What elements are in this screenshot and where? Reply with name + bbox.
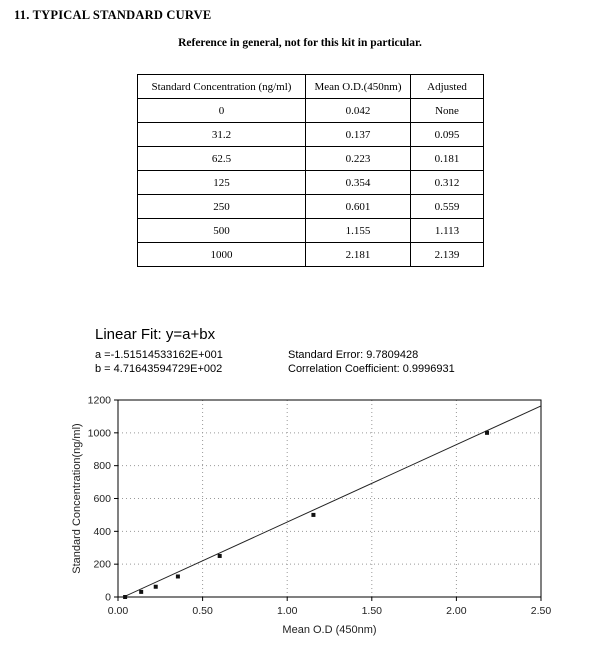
x-tick-label: 0.50 bbox=[192, 605, 213, 617]
data-point bbox=[123, 595, 128, 599]
data-point bbox=[175, 574, 180, 579]
data-point bbox=[311, 512, 316, 517]
column-header-od: Mean O.D.(450nm) bbox=[305, 74, 411, 99]
table-row: 0 0.042 None bbox=[137, 98, 484, 123]
table-cell: 0.601 bbox=[305, 194, 411, 219]
fit-line bbox=[123, 405, 542, 598]
y-tick-label: 1200 bbox=[88, 395, 112, 407]
plot-border bbox=[117, 399, 542, 598]
table-cell: 0.181 bbox=[410, 146, 484, 171]
x-tick-label: 1.00 bbox=[277, 605, 298, 617]
data-point bbox=[485, 430, 490, 435]
table-cell: 2.181 bbox=[305, 242, 411, 267]
y-tick-label: 800 bbox=[93, 460, 111, 472]
fit-a-value: a =-1.51514533162E+001 bbox=[95, 349, 223, 361]
table-cell: 1.113 bbox=[410, 218, 484, 243]
y-axis-label: Standard Concentration(ng/ml) bbox=[71, 423, 83, 573]
table-row: 250 0.601 0.559 bbox=[137, 194, 484, 219]
linear-fit-block: Linear Fit: y=a+bx a =-1.51514533162E+00… bbox=[95, 326, 455, 375]
section-title: 11. TYPICAL STANDARD CURVE bbox=[14, 8, 212, 22]
y-tick-label: 200 bbox=[93, 559, 111, 571]
table-cell: 0.312 bbox=[410, 170, 484, 195]
y-tick-label: 0 bbox=[105, 592, 111, 604]
table-header-row: Standard Concentration (ng/ml) Mean O.D.… bbox=[137, 74, 484, 99]
table-cell: 125 bbox=[137, 170, 306, 195]
table-cell: 0 bbox=[137, 98, 306, 123]
data-point bbox=[139, 589, 144, 594]
table-cell: 0.042 bbox=[305, 98, 411, 123]
y-tick-label: 1000 bbox=[88, 427, 112, 439]
reference-note: Reference in general, not for this kit i… bbox=[178, 37, 422, 49]
y-tick-label: 600 bbox=[93, 493, 111, 505]
table-cell: 0.095 bbox=[410, 122, 484, 147]
fit-parameters: a =-1.51514533162E+001 Standard Error: 9… bbox=[95, 349, 455, 375]
table-row: 125 0.354 0.312 bbox=[137, 170, 484, 195]
x-tick-label: 2.00 bbox=[446, 605, 467, 617]
standard-curve-chart: 0.00 0.50 1.00 1.50 2.00 2.50 0 200 400 600 800 100… bbox=[71, 395, 552, 637]
fit-b-value: b = 4.71643594729E+002 bbox=[95, 363, 223, 375]
column-header-adjusted: Adjusted bbox=[410, 74, 484, 99]
data-point bbox=[217, 553, 222, 558]
table-row: 1000 2.181 2.139 bbox=[137, 242, 484, 267]
table-cell: 0.223 bbox=[305, 146, 411, 171]
y-tick-label: 400 bbox=[93, 526, 111, 538]
standard-error-value: Standard Error: 9.7809428 bbox=[288, 349, 419, 361]
table-cell: 0.354 bbox=[305, 170, 411, 195]
table-cell: 500 bbox=[137, 218, 306, 243]
table-cell: 62.5 bbox=[137, 146, 306, 171]
linear-fit-title: Linear Fit: y=a+bx bbox=[95, 326, 216, 343]
table-cell: 2.139 bbox=[410, 242, 484, 267]
x-tick-label: 1.50 bbox=[362, 605, 383, 617]
table-cell: None bbox=[410, 98, 484, 123]
x-axis-label: Mean O.D (450nm) bbox=[282, 624, 376, 636]
correlation-coefficient-value: Correlation Coefficient: 0.9996931 bbox=[288, 363, 455, 375]
table-cell: 1.155 bbox=[305, 218, 411, 243]
table-cell: 0.137 bbox=[305, 122, 411, 147]
table-row: 500 1.155 1.113 bbox=[137, 218, 484, 243]
standard-curve-table: Standard Concentration (ng/ml) Mean O.D.… bbox=[137, 74, 484, 267]
column-header-concentration: Standard Concentration (ng/ml) bbox=[137, 74, 306, 99]
x-tick-label: 2.50 bbox=[531, 605, 552, 617]
table-cell: 1000 bbox=[137, 242, 306, 267]
table-cell: 0.559 bbox=[410, 194, 484, 219]
table-row: 31.2 0.137 0.095 bbox=[137, 122, 484, 147]
table-cell: 31.2 bbox=[137, 122, 306, 147]
table-row: 62.5 0.223 0.181 bbox=[137, 146, 484, 171]
x-tick-label: 0.00 bbox=[108, 605, 129, 617]
table-cell: 250 bbox=[137, 194, 306, 219]
data-point bbox=[153, 584, 158, 589]
